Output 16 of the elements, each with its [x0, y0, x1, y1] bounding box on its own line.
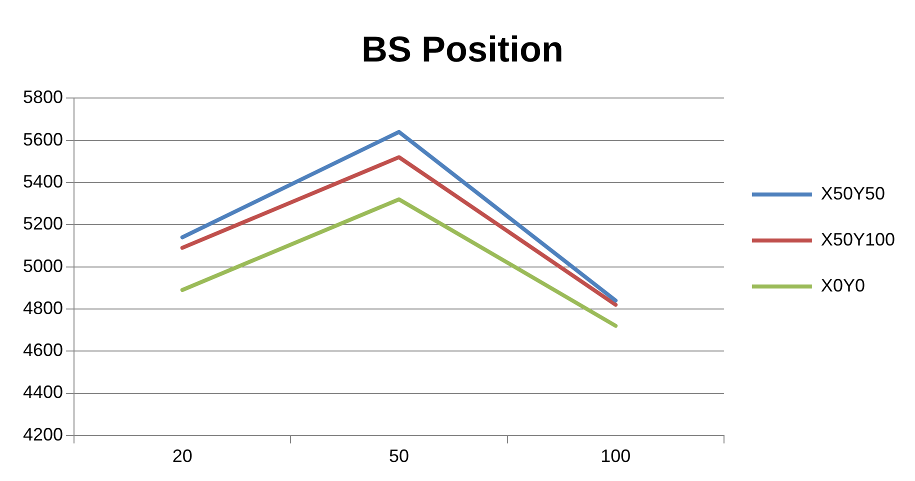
y-tick-label: 4600: [22, 340, 64, 360]
x-tick-label: 20: [172, 446, 192, 466]
x-tick-label: 100: [600, 446, 631, 466]
legend-label: X50Y100: [820, 229, 896, 250]
y-tick-label: 5200: [22, 214, 64, 234]
chart-title: BS Position: [361, 28, 564, 70]
legend-label: X0Y0: [820, 275, 865, 296]
y-tick-label: 4200: [22, 424, 64, 444]
y-tick-label: 5400: [22, 171, 64, 192]
y-tick-label: 5600: [22, 129, 64, 150]
x-tick-label: 50: [388, 446, 410, 466]
y-tick-label: 4400: [22, 382, 64, 402]
y-tick-label: 4800: [22, 298, 64, 318]
y-tick-label: 5000: [22, 256, 64, 276]
legend-label: X50Y50: [820, 183, 885, 204]
y-tick-label: 5800: [22, 87, 64, 108]
